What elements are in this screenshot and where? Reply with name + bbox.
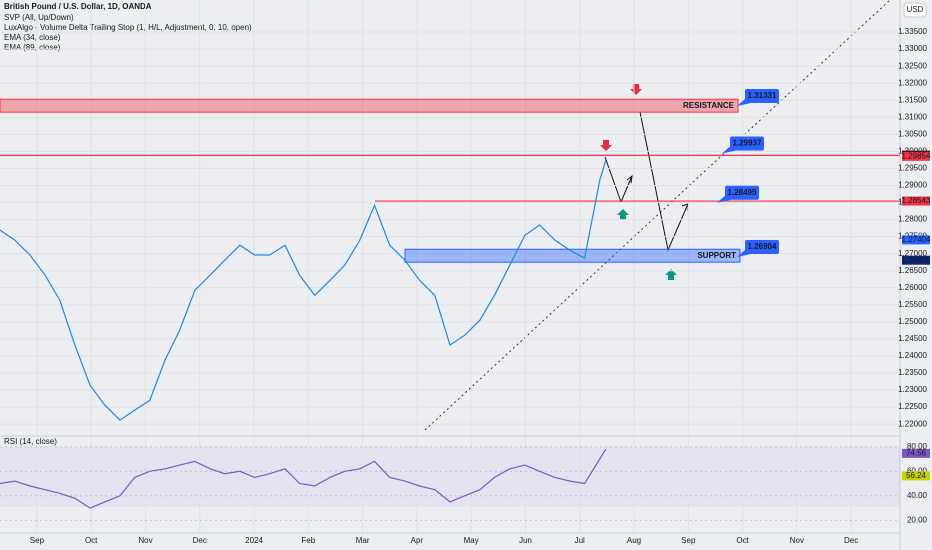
down-arrow-icon: [630, 84, 642, 95]
y-tick-label: 1.31500: [898, 95, 927, 104]
y-tick-label: 1.33500: [898, 27, 927, 36]
x-tick-label: 2024: [245, 536, 263, 545]
price-line: [0, 160, 607, 421]
y-tick-label: 1.31000: [898, 112, 927, 121]
symbol-title: British Pound / U.S. Dollar, 1D, OANDA: [4, 2, 152, 11]
zone: [0, 98, 739, 113]
callout: [745, 89, 779, 104]
y-tick-label: 1.29000: [898, 181, 927, 190]
callout-label: 1.28495: [728, 188, 757, 197]
x-tick-label: Jul: [575, 536, 585, 545]
callout: [725, 185, 759, 200]
price-tag-label: 56.24: [906, 471, 927, 480]
price-tag-label: 1.27404: [902, 235, 931, 244]
indicator: SVP (All, Up/Down): [4, 13, 74, 22]
y-tick-label: 1.26000: [898, 283, 927, 292]
y-tick-label: 1.23000: [898, 385, 927, 394]
callout-pointer: [717, 195, 731, 203]
callout-label: 1.26904: [748, 242, 777, 251]
rsi-line: [0, 448, 607, 509]
indicator: LuxAlgo - Volume Delta Trailing Stop (1,…: [4, 23, 252, 32]
rsi-band: [0, 447, 900, 507]
currency-label[interactable]: USD: [907, 5, 924, 14]
trendline: [424, 0, 891, 431]
y-tick-label: 1.28000: [898, 215, 927, 224]
price-tag: [902, 255, 930, 265]
price-tag-label: 1.26808: [902, 255, 931, 264]
x-tick-label: May: [464, 536, 479, 545]
x-tick-label: Aug: [627, 536, 641, 545]
y-tick-label: 1.25500: [898, 300, 927, 309]
zone-label: RESISTANCE: [683, 101, 735, 110]
x-tick-label: Nov: [138, 536, 152, 545]
y-tick-label: 40.00: [907, 491, 928, 500]
price-tag: [902, 196, 930, 206]
indicator: EMA (89, close): [4, 43, 61, 52]
legend: British Pound / U.S. Dollar, 1D, OANDA S…: [4, 2, 252, 52]
x-tick-label: Mar: [356, 536, 370, 545]
y-tick-label: 1.25000: [898, 317, 927, 326]
x-tick-label: Jun: [519, 536, 532, 545]
callout: [730, 136, 764, 151]
x-tick-label: Apr: [411, 536, 424, 545]
price-tag-label: 74.56: [906, 448, 927, 457]
y-tick-label: 60.00: [907, 466, 928, 475]
projection-path: [604, 156, 633, 204]
up-arrow-icon: [617, 209, 629, 220]
y-tick-label: 1.33000: [898, 44, 927, 53]
up-arrow-icon: [665, 269, 677, 280]
callout-pointer: [737, 249, 751, 257]
y-tick-label: 1.30500: [898, 129, 927, 138]
callout-pointer: [737, 99, 751, 107]
indicator: EMA (34, close): [4, 33, 61, 42]
callout-label: 1.31331: [748, 91, 777, 100]
x-tick-label: Nov: [790, 536, 804, 545]
x-tick-label: Feb: [301, 536, 315, 545]
price-tag: [902, 471, 930, 481]
price-tag: [902, 448, 930, 458]
y-tick-label: 1.24500: [898, 334, 927, 343]
zone-label: SUPPORT: [697, 251, 736, 260]
y-tick-label: 1.24000: [898, 351, 927, 360]
x-tick-label: Dec: [844, 536, 858, 545]
x-tick-label: Sep: [681, 536, 696, 545]
y-tick-label: 20.00: [907, 515, 928, 524]
x-tick-label: Dec: [193, 536, 207, 545]
currency-button[interactable]: [903, 2, 927, 18]
y-tick-label: 1.32000: [898, 78, 927, 87]
price-tag-label: 1.28543: [902, 196, 931, 205]
y-tick-label: 1.22500: [898, 402, 927, 411]
y-tick-label: 1.29500: [898, 164, 927, 173]
price-tag-label: 1.29854: [902, 151, 931, 160]
y-tick-label: 1.26500: [898, 266, 927, 275]
callout: [745, 239, 779, 254]
y-tick-label: 1.32500: [898, 61, 927, 70]
price-tag: [902, 235, 930, 245]
callout-label: 1.29937: [733, 139, 762, 148]
callout-pointer: [722, 146, 736, 154]
y-tick-label: 1.27000: [898, 249, 927, 258]
price-tag: [902, 151, 930, 161]
down-arrow-icon: [600, 140, 612, 151]
y-tick-label: 80.00: [907, 442, 928, 451]
x-tick-label: Oct: [85, 536, 98, 545]
projection-arrowhead: [626, 174, 633, 184]
x-tick-label: Sep: [30, 536, 45, 545]
y-tick-label: 1.23500: [898, 368, 927, 377]
y-tick-label: 1.22000: [898, 419, 927, 428]
rsi-title: RSI (14, close): [4, 437, 57, 446]
x-tick-label: Oct: [736, 536, 749, 545]
